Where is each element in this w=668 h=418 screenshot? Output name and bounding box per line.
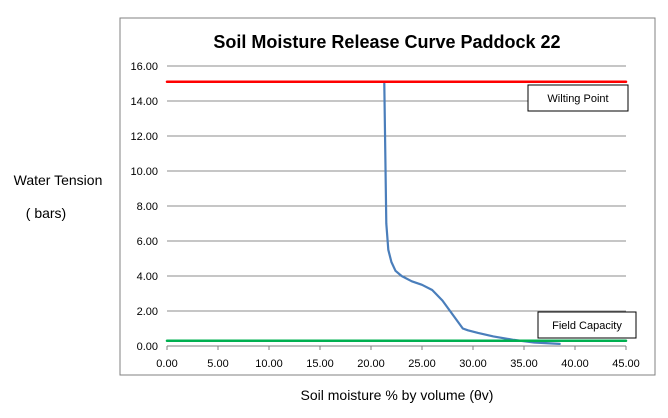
y-tick-label: 0.00 <box>137 341 158 353</box>
moisture-release-curve-line <box>383 82 561 345</box>
y-tick-label: 8.00 <box>137 201 158 213</box>
field-capacity-label: Field Capacity <box>552 320 622 332</box>
wilting-point-callout: Wilting Point <box>527 84 629 112</box>
field-capacity-box <box>537 311 637 339</box>
y-tick-label: 2.00 <box>137 306 158 318</box>
y-tick-label: 10.00 <box>130 166 158 178</box>
x-tick-label: 45.00 <box>612 358 640 370</box>
wilting-point-box <box>527 84 629 112</box>
y-tick-label: 12.00 <box>130 131 158 143</box>
wilting-point-label: Wilting Point <box>547 93 608 105</box>
x-tick-label: 10.00 <box>255 358 283 370</box>
x-tick-label: 15.00 <box>306 358 334 370</box>
x-tick-label: 5.00 <box>207 358 228 370</box>
y-axis-label: Water Tension <box>14 172 103 188</box>
y-tick-label: 6.00 <box>137 236 158 248</box>
x-tick-label: 40.00 <box>561 358 589 370</box>
x-axis-label: Soil moisture % by volume (θv) <box>301 387 494 403</box>
field-capacity-callout: Field Capacity <box>537 311 637 339</box>
y-tick-label: 16.00 <box>130 61 158 73</box>
series-lines <box>165 80 628 345</box>
x-tick-label: 35.00 <box>510 358 538 370</box>
x-tick-label: 0.00 <box>156 358 177 370</box>
x-tick-label: 25.00 <box>408 358 436 370</box>
x-tick-labels: 0.00 5.00 10.00 15.00 20.00 25.00 30.00 35.00 40… <box>156 346 640 370</box>
y-axis-unit-label: ( bars) <box>26 205 66 221</box>
x-tick-label: 30.00 <box>459 358 487 370</box>
x-tick-label: 20.00 <box>357 358 385 370</box>
y-tick-labels: 0.00 2.00 4.00 6.00 8.00 10.00 12.00 14.00 16.00 <box>130 61 158 353</box>
chart-title: Soil Moisture Release Curve Paddock 22 <box>213 32 560 52</box>
y-tick-label: 14.00 <box>130 96 158 108</box>
y-tick-label: 4.00 <box>137 271 158 283</box>
